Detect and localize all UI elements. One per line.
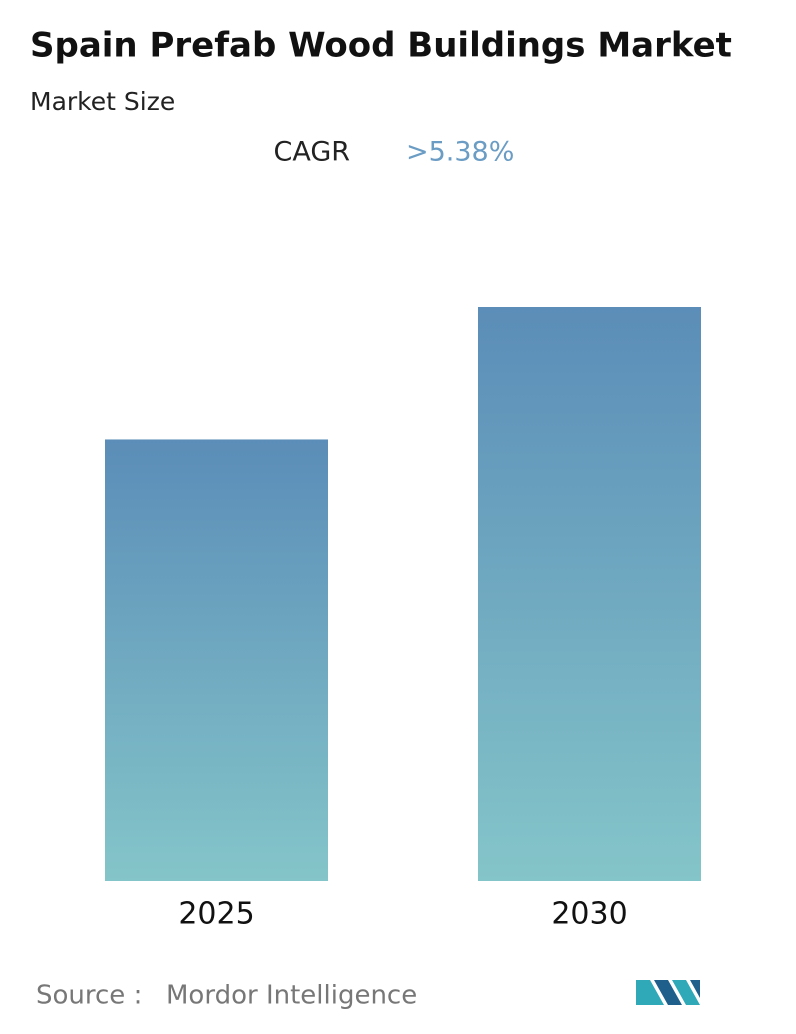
source: Mordor Intelligence <box>166 981 417 1011</box>
x-tick-label: 2030 <box>551 897 627 932</box>
cagr-label: CAGR <box>273 137 350 168</box>
chart-title: Spain Prefab Wood Buildings Market <box>30 26 732 66</box>
bar <box>105 439 328 881</box>
logo <box>636 980 700 1005</box>
chart-subtitle: Market Size <box>30 87 175 116</box>
source-label: Source : <box>36 981 142 1011</box>
cagr-value: >5.38% <box>406 137 514 168</box>
bar <box>478 307 701 881</box>
x-tick-label: 2025 <box>178 897 254 932</box>
